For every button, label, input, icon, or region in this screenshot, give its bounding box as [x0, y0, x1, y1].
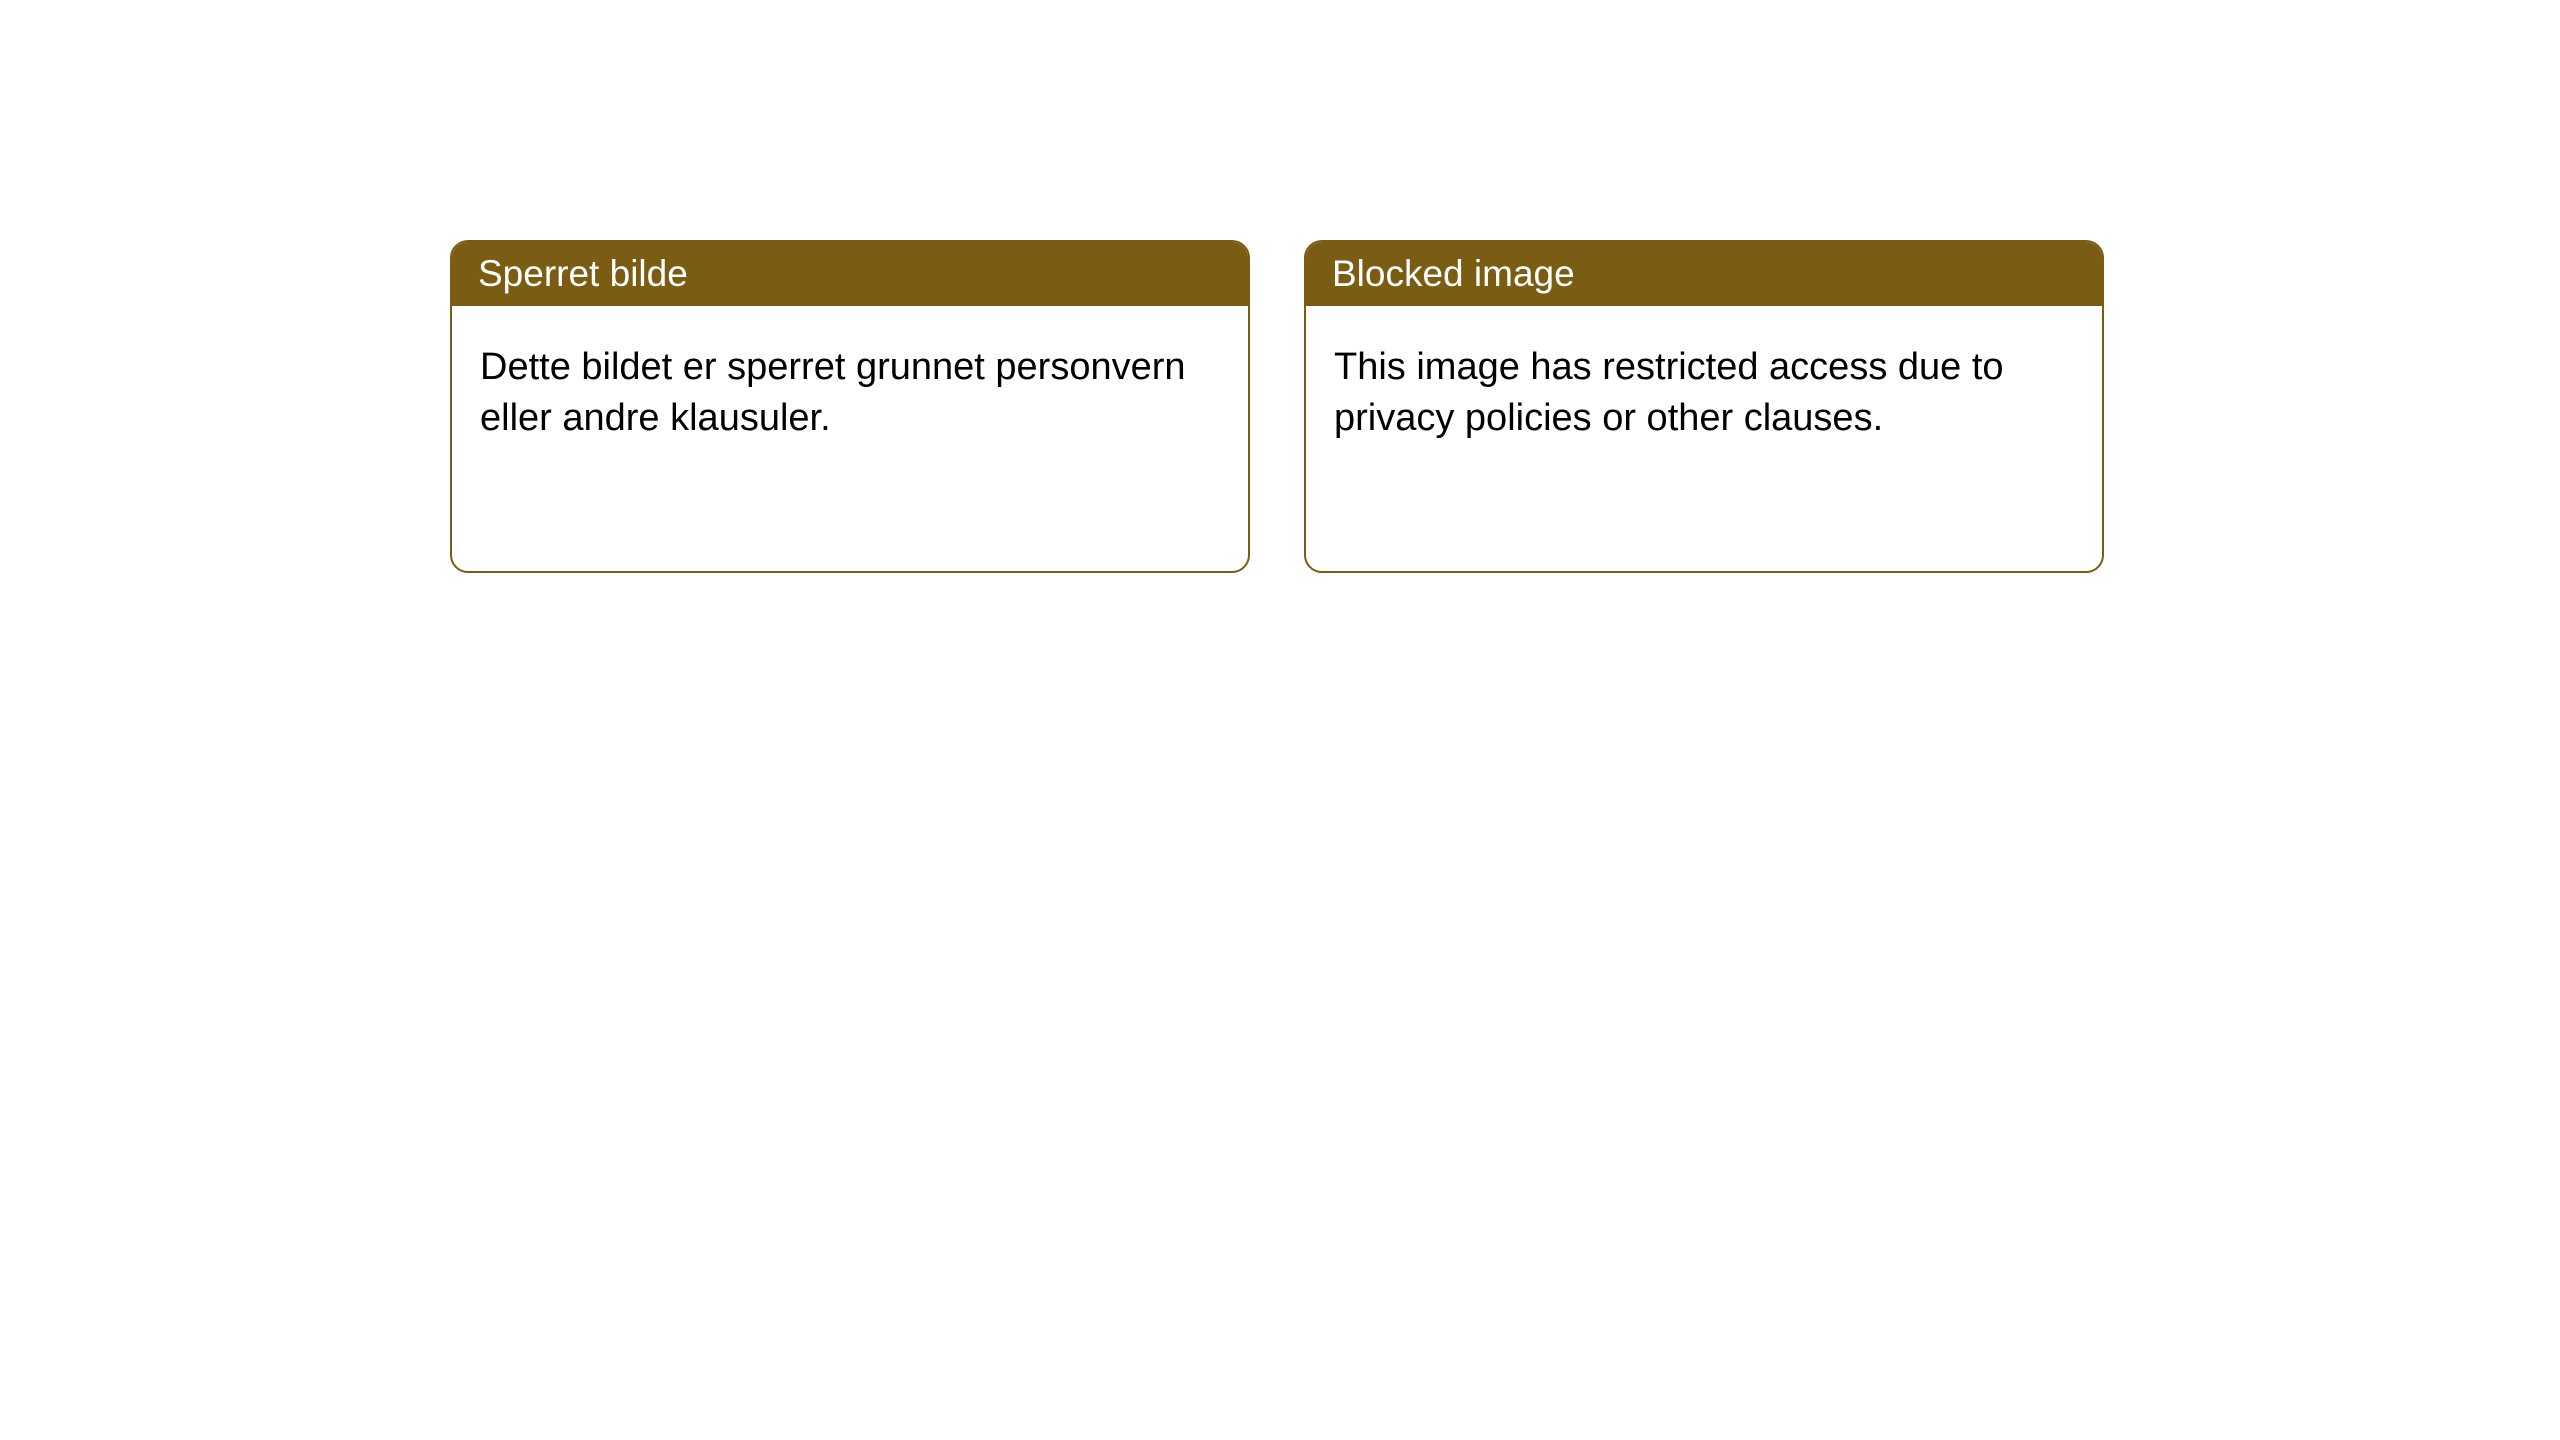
notice-card-english: Blocked image This image has restricted … — [1304, 240, 2104, 573]
notice-cards-container: Sperret bilde Dette bildet er sperret gr… — [450, 240, 2560, 573]
card-body-norwegian: Dette bildet er sperret grunnet personve… — [452, 306, 1248, 481]
card-header-english: Blocked image — [1306, 242, 2102, 306]
notice-card-norwegian: Sperret bilde Dette bildet er sperret gr… — [450, 240, 1250, 573]
card-body-english: This image has restricted access due to … — [1306, 306, 2102, 481]
card-header-norwegian: Sperret bilde — [452, 242, 1248, 306]
